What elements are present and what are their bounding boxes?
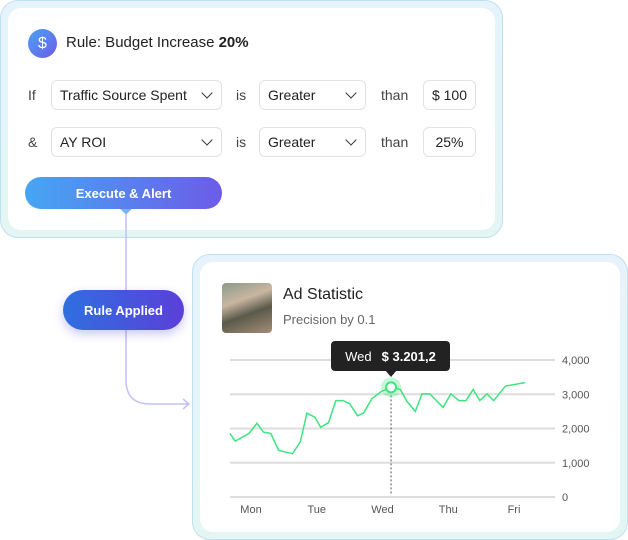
operator-select[interactable]: Greater — [259, 80, 366, 110]
than-label: than — [381, 87, 409, 103]
x-tick-label: Wed — [371, 504, 393, 516]
x-tick-label: Mon — [240, 504, 261, 516]
tooltip-day: Wed — [345, 348, 372, 364]
ad-thumbnail — [222, 283, 272, 333]
value-input[interactable]: 25% — [423, 127, 476, 157]
y-tick-label: 1,000 — [562, 458, 590, 470]
stat-title: Ad Statistic — [283, 286, 364, 303]
condition-connector: & — [28, 134, 38, 150]
operator-select-value: Greater — [268, 87, 316, 103]
execute-alert-button[interactable]: Execute & Alert — [25, 177, 222, 209]
highlight-point[interactable] — [385, 381, 398, 394]
than-label: than — [381, 134, 409, 150]
y-tick-label: 3,000 — [562, 389, 590, 401]
x-tick-label: Tue — [307, 504, 326, 516]
is-label: is — [236, 87, 247, 103]
field-select-value: AY ROI — [60, 134, 107, 150]
rule-applied-badge: Rule Applied — [63, 290, 184, 330]
tooltip-value: $ 3.201,2 — [381, 348, 436, 364]
is-label: is — [236, 134, 247, 150]
rule-title-text: Rule: Budget Increase — [66, 34, 219, 51]
dollar-icon: $ — [28, 29, 57, 58]
chart-tooltip: Wed $ 3.201,2 — [331, 341, 450, 371]
value-input[interactable]: $ 100 — [423, 80, 476, 110]
operator-select-value: Greater — [268, 134, 316, 150]
field-select[interactable]: AY ROI — [51, 127, 222, 157]
tooltip-pointer — [385, 370, 397, 377]
arrow-icon — [182, 398, 191, 410]
y-tick-label: 2,000 — [562, 424, 590, 436]
stat-subtitle: Precision by 0.1 — [283, 312, 376, 327]
rule-title-value: 20% — [218, 34, 249, 51]
y-tick-label: 0 — [562, 492, 568, 504]
field-select[interactable]: Traffic Source Spent — [51, 80, 222, 110]
field-select-value: Traffic Source Spent — [60, 87, 187, 103]
condition-connector: If — [28, 87, 36, 103]
series-line — [229, 381, 526, 455]
rule-title: Rule: Budget Increase 20% — [66, 34, 249, 51]
operator-select[interactable]: Greater — [259, 127, 366, 157]
y-tick-label: 4,000 — [562, 355, 590, 367]
x-tick-label: Fri — [508, 504, 521, 516]
x-tick-label: Thu — [439, 504, 458, 516]
